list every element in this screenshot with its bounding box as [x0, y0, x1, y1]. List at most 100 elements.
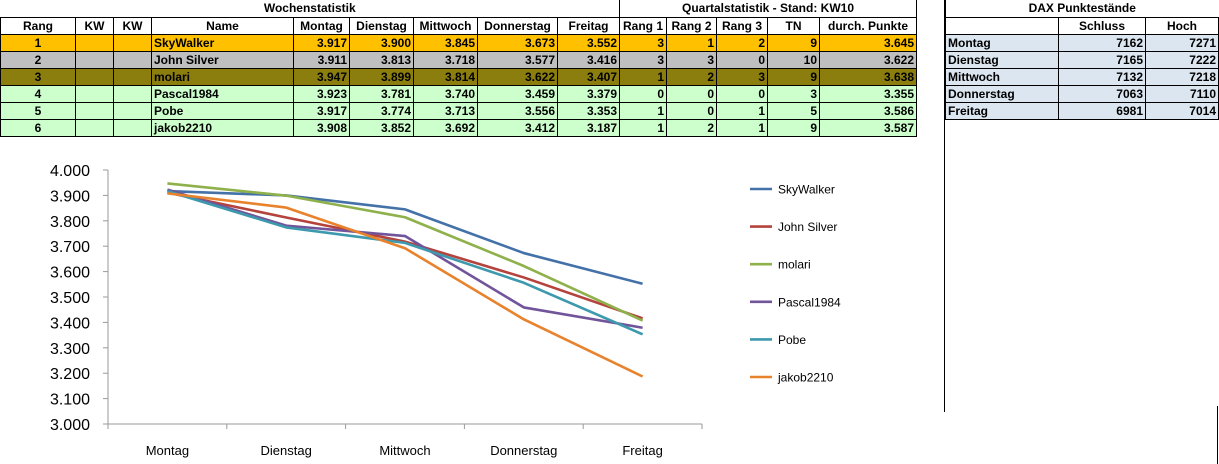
dax-column-header-row: Schluss Hoch [945, 16, 1219, 35]
y-tick-label: 3.700 [50, 239, 90, 256]
cell-rang: 3 [0, 67, 76, 86]
cell-avg: 3.355 [819, 84, 917, 103]
cell-freitag: 3.407 [557, 67, 620, 86]
dax-table: DAX Punktestände Schluss Hoch Montag 7162… [945, 0, 1219, 120]
dax-cell-day: Montag [945, 33, 1059, 52]
cell-rang: 2 [0, 50, 76, 69]
col-rang2: Rang 2 [666, 16, 717, 35]
cell-rang2: 0 [666, 84, 717, 103]
series-line-molari [167, 182, 644, 322]
sheet-border [944, 0, 945, 412]
series-lines [167, 182, 644, 378]
column-header-row: Rang KW KW Name Montag Dienstag Mittwoch… [0, 16, 917, 35]
dax-cell-day: Freitag [945, 101, 1059, 120]
table-row: 1 SkyWalker 3.917 3.900 3.845 3.673 3.552 3 1 2 9 3… [0, 33, 917, 52]
cell-freitag: 3.379 [557, 84, 620, 103]
col-donnerstag: Donnerstag [477, 16, 558, 35]
cell-name: John Silver [151, 50, 294, 69]
cell-avg: 3.586 [819, 101, 917, 120]
cell-rang2: 1 [666, 33, 717, 52]
dax-cell-hoch: 7271 [1145, 33, 1219, 52]
cell-tn: 5 [767, 101, 820, 120]
dax-col-schluss: Schluss [1058, 16, 1146, 35]
cell-donnerstag: 3.622 [477, 67, 558, 86]
cell-dienstag: 3.774 [349, 101, 414, 120]
cell-freitag: 3.552 [557, 33, 620, 52]
cell-dienstag: 3.852 [349, 118, 414, 137]
y-tick-label: 3.200 [50, 366, 90, 383]
cell-freitag: 3.187 [557, 118, 620, 137]
cell-rang: 6 [0, 118, 76, 137]
quarterly-header: Quartalstatistik - Stand: KW10 [619, 0, 917, 18]
cell-rang3: 0 [716, 84, 768, 103]
cell-rang2: 3 [666, 50, 717, 69]
cell-dienstag: 3.899 [349, 67, 414, 86]
cell-kw [113, 33, 152, 52]
legend-label: SkyWalker [778, 183, 835, 197]
dax-cell-schluss: 7063 [1058, 84, 1146, 103]
cell-tn: 9 [767, 67, 820, 86]
cell-avg: 3.622 [819, 50, 917, 69]
cell-mittwoch: 3.718 [413, 50, 478, 69]
header-row: Wochenstatistik Quartalstatistik - Stand… [0, 0, 917, 18]
y-tick-label: 3.500 [50, 290, 90, 307]
cell-name: SkyWalker [151, 33, 294, 52]
y-tick-label: 3.000 [50, 417, 90, 434]
dax-cell-day: Donnerstag [945, 84, 1059, 103]
col-name: Name [151, 16, 294, 35]
cell-rang2: 2 [666, 67, 717, 86]
cell-kw [113, 101, 152, 120]
cell-rang2: 0 [666, 101, 717, 120]
dax-col-hoch: Hoch [1145, 16, 1219, 35]
cell-kw [75, 84, 114, 103]
series-line-pobe [167, 189, 644, 336]
cell-rang: 4 [0, 84, 76, 103]
y-tick-label: 3.300 [50, 341, 90, 358]
table-row: 6 jakob2210 3.908 3.852 3.692 3.412 3.187 1 2 1 9 3… [0, 118, 917, 137]
dax-body: Montag 7162 7271 Dienstag 7165 7222 Mittwoch 71… [945, 33, 1219, 120]
x-axis: Montag Dienstag Mittwoch Donnerstag Freitag [107, 423, 703, 458]
cell-rang3: 1 [716, 118, 768, 137]
legend-label: Pascal1984 [778, 295, 841, 309]
col-tn: TN [767, 16, 820, 35]
cell-donnerstag: 3.673 [477, 33, 558, 52]
cell-rang1: 1 [619, 118, 667, 137]
table-row: 4 Pascal1984 3.923 3.781 3.740 3.459 3.379 0 0 0 3… [0, 84, 917, 103]
cell-tn: 3 [767, 84, 820, 103]
col-rang3: Rang 3 [716, 16, 768, 35]
dax-row: Montag 7162 7271 [945, 33, 1219, 52]
col-rang: Rang [0, 16, 76, 35]
cell-kw [75, 101, 114, 120]
x-tick-label: Dienstag [261, 443, 312, 458]
cell-kw [75, 33, 114, 52]
table-row: 2 John Silver 3.911 3.813 3.718 3.577 3.416 3 3 0… [0, 50, 917, 69]
y-tick-label: 3.900 [50, 188, 90, 205]
x-tick-label: Montag [146, 443, 189, 458]
cell-kw [113, 50, 152, 69]
cell-name: Pobe [151, 101, 294, 120]
series-line-pascal1984 [167, 188, 643, 330]
cell-avg: 3.645 [819, 33, 917, 52]
col-dienstag: Dienstag [349, 16, 414, 35]
dax-cell-hoch: 7110 [1145, 84, 1219, 103]
y-tick-label: 3.800 [50, 214, 90, 231]
series-line-jakob2210 [167, 192, 644, 378]
cell-montag: 3.947 [293, 67, 350, 86]
weekly-header: Wochenstatistik [0, 0, 620, 18]
table-row: 5 Pobe 3.917 3.774 3.713 3.556 3.353 1 0 1 5 3.586 [0, 101, 917, 120]
legend-label: jakob2210 [777, 371, 834, 385]
cell-rang1: 0 [619, 84, 667, 103]
dax-header-row: DAX Punktestände [945, 0, 1219, 18]
cell-tn: 9 [767, 118, 820, 137]
y-tick-label: 3.100 [50, 392, 90, 409]
cell-kw [75, 50, 114, 69]
cell-rang: 5 [0, 101, 76, 120]
cell-mittwoch: 3.814 [413, 67, 478, 86]
cell-dienstag: 3.813 [349, 50, 414, 69]
cell-kw [75, 118, 114, 137]
x-tick-label: Donnerstag [490, 443, 557, 458]
dax-cell-schluss: 7165 [1058, 50, 1146, 69]
cell-kw [75, 67, 114, 86]
cell-rang3: 3 [716, 67, 768, 86]
sheet-border-right [1217, 406, 1218, 464]
